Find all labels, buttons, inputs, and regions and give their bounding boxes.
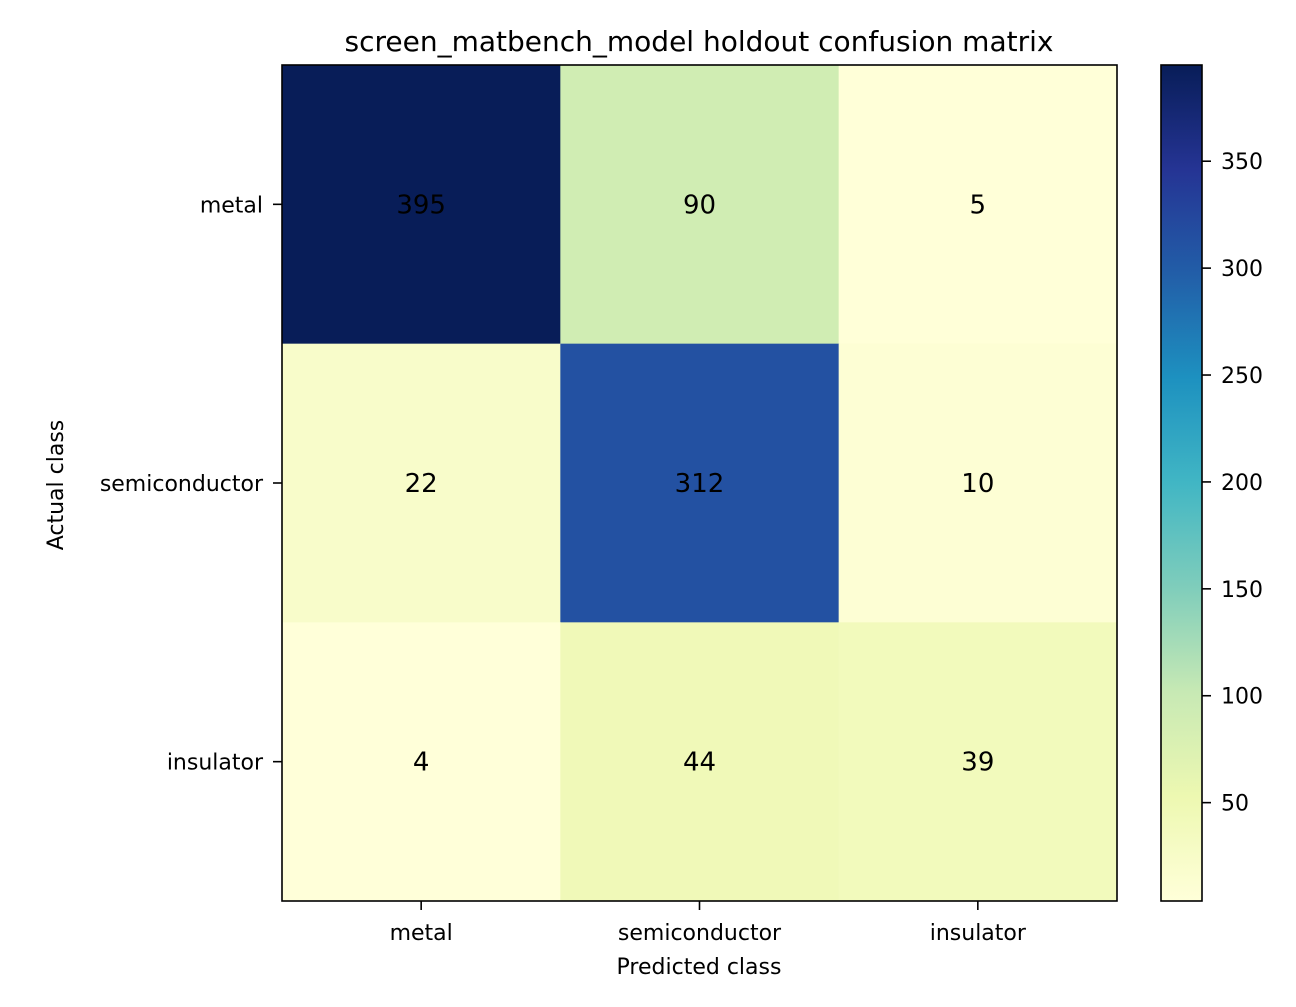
cell-value-label: 44 [683, 748, 716, 778]
colorbar-tick-label: 150 [1221, 578, 1263, 603]
colorbar-tick-label: 300 [1221, 257, 1263, 282]
y-tick-label: metal [200, 193, 263, 218]
cell-value-label: 10 [961, 469, 994, 499]
colorbar-ticks: 50 100 150 200 250 300 350 [1202, 150, 1263, 817]
y-tick-label: insulator [167, 751, 264, 776]
cell-value-label: 90 [683, 190, 716, 220]
y-tick-label: semiconductor [100, 472, 264, 497]
heatmap-cell [838, 65, 1118, 345]
cell-value-label: 395 [396, 190, 446, 220]
colorbar-tick-label: 250 [1221, 364, 1263, 389]
heatmap-cell [282, 343, 561, 623]
colorbar-tick-label: 350 [1221, 150, 1263, 175]
y-axis-label: Actual class [44, 420, 69, 551]
heatmap-cell [838, 343, 1118, 623]
chart-title: screen_matbench_model holdout confusion … [345, 25, 1054, 58]
colorbar-tick-label: 100 [1221, 685, 1263, 710]
cell-value-label: 312 [675, 469, 725, 499]
heatmap-cell [282, 65, 561, 345]
cell-value-label: 5 [970, 190, 987, 220]
x-tick-label: metal [390, 921, 453, 946]
colorbar-tick-label: 50 [1221, 792, 1249, 817]
x-tick-label: insulator [930, 921, 1027, 946]
colorbar [1160, 64, 1203, 902]
colorbar-tick-label: 200 [1221, 471, 1263, 496]
y-axis-ticks: metal semiconductor insulator [100, 193, 282, 776]
cell-value-label: 4 [413, 748, 430, 778]
heatmap-cell-labels: 395 90 522 312 104 44 39 [396, 190, 994, 777]
x-axis-ticks: metal semiconductor insulator [390, 901, 1027, 946]
cell-value-label: 39 [961, 748, 994, 778]
heatmap-cell [560, 622, 840, 902]
heatmap-cell [838, 622, 1118, 902]
cell-value-label: 22 [405, 469, 438, 499]
x-axis-label: Predicted class [617, 955, 782, 980]
x-tick-label: semiconductor [618, 921, 782, 946]
heatmap-cell [560, 343, 840, 623]
heatmap-cell [282, 622, 561, 902]
heatmap-cell [560, 65, 840, 345]
heatmap-cells [282, 65, 1118, 902]
